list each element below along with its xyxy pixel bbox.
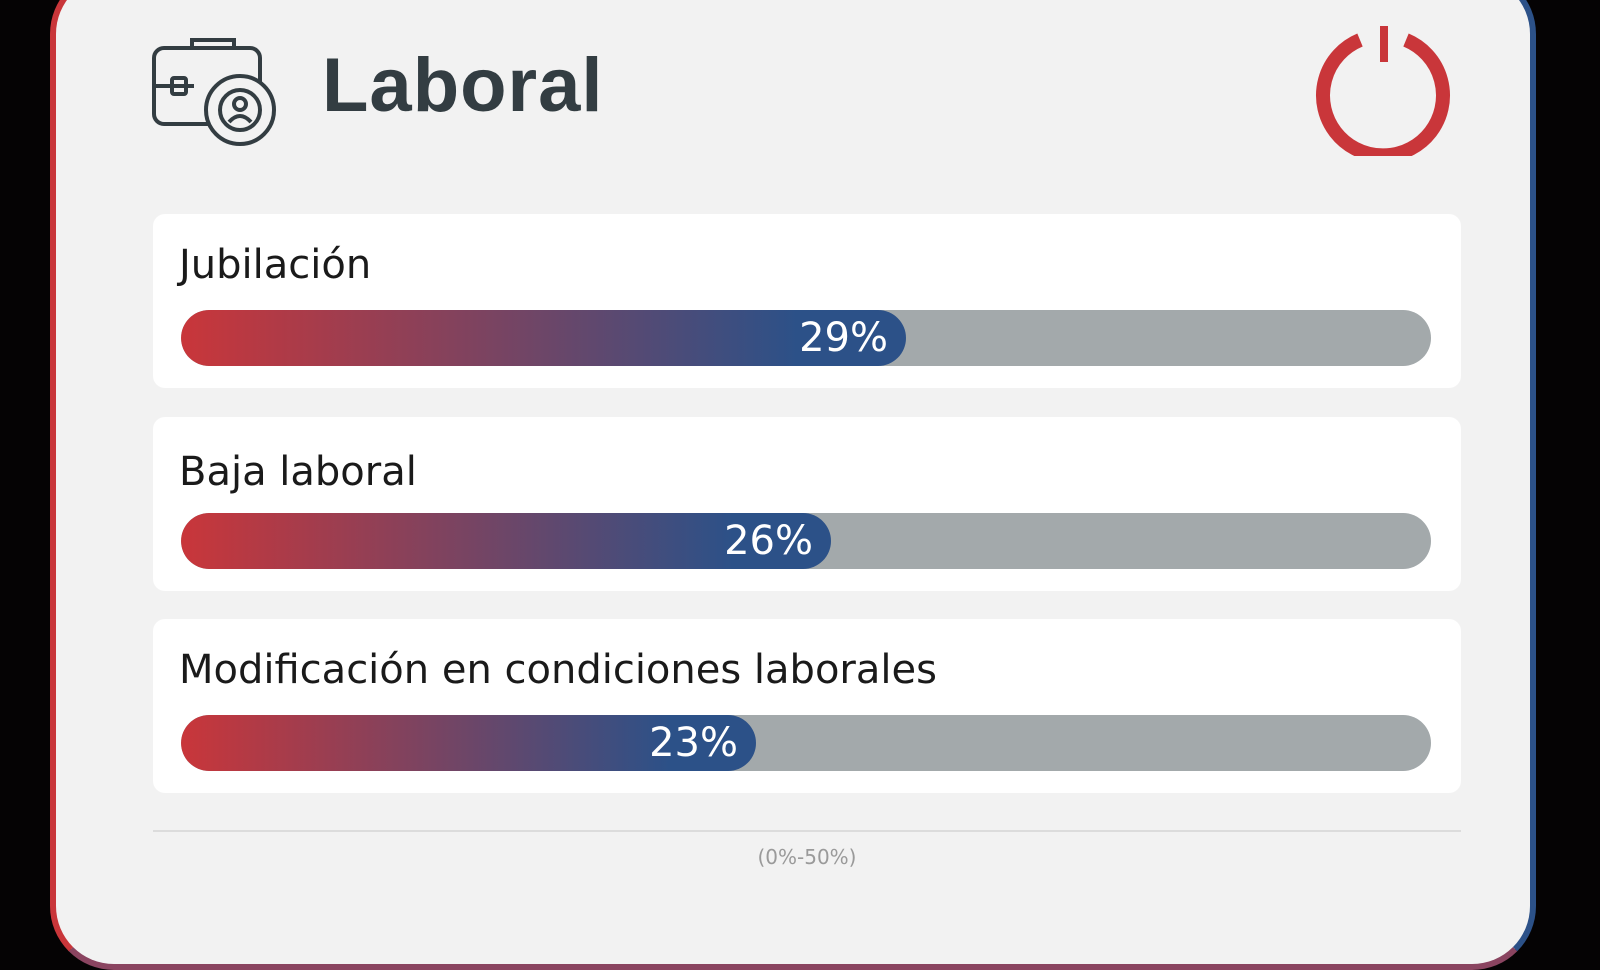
range-note: (0%-50%)	[757, 845, 857, 869]
category-label: Modificación en condiciones laborales	[179, 647, 937, 693]
bar-track: 23%	[181, 715, 1431, 771]
page: Laboral Jubilación 29% Baja laboral 26% Modi…	[50, 0, 1536, 970]
category-label: Baja laboral	[179, 449, 417, 495]
divider	[153, 830, 1461, 832]
bar: 23%	[181, 715, 756, 771]
value-label: 29%	[799, 315, 888, 361]
value-label: 26%	[724, 518, 813, 564]
bar: 29%	[181, 310, 906, 366]
title: Laboral	[322, 43, 604, 128]
bar-track: 26%	[181, 513, 1431, 569]
briefcase-icon	[152, 38, 276, 146]
bar-row: Baja laboral 26%	[153, 417, 1461, 591]
bar-track: 29%	[181, 310, 1431, 366]
bar-row: Jubilación 29%	[153, 214, 1461, 388]
bar: 26%	[181, 513, 831, 569]
power-icon	[1316, 26, 1450, 156]
category-label: Jubilación	[179, 242, 372, 288]
value-label: 23%	[649, 720, 738, 766]
bar-row: Modificación en condiciones laborales 23%	[153, 619, 1461, 793]
